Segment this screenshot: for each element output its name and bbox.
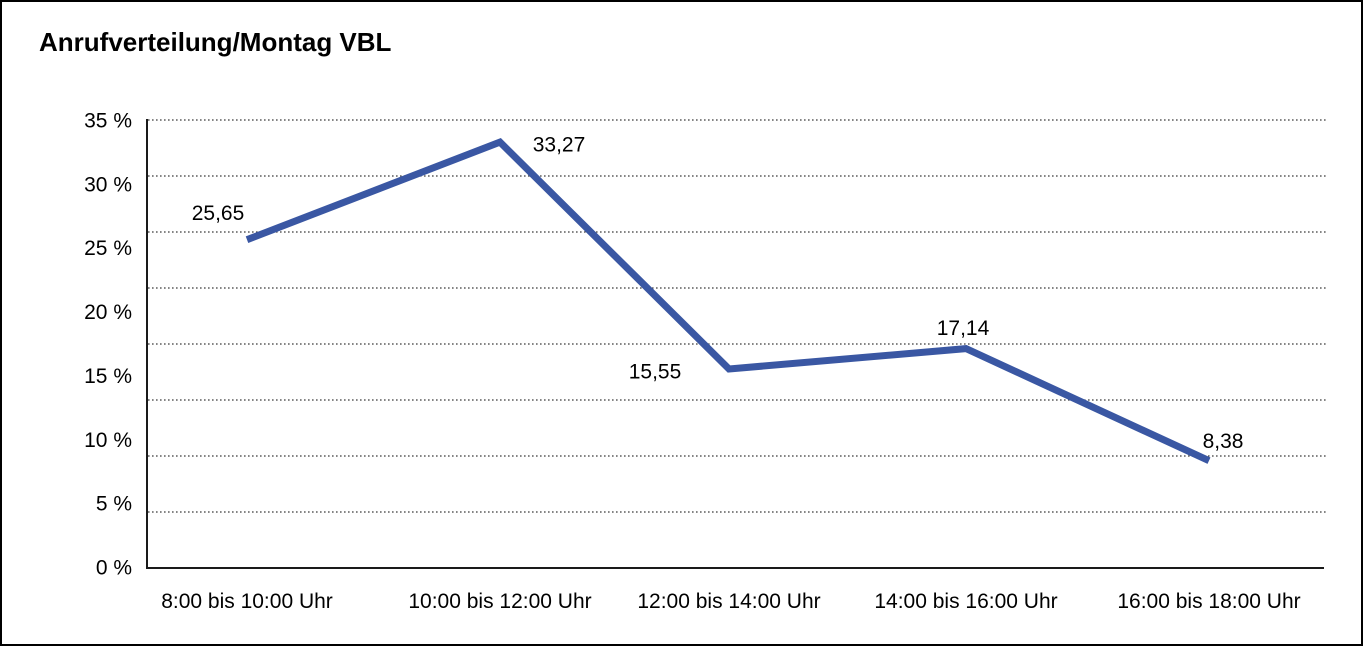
y-tick-label: 5 % [96,493,132,516]
data-point-label: 17,14 [937,317,990,340]
y-tick-label: 20 % [84,301,132,324]
x-tick-label: 10:00 bis 12:00 Uhr [408,590,591,613]
y-tick-label: 15 % [84,365,132,388]
data-point-label: 33,27 [533,134,586,157]
y-tick-label: 30 % [84,173,132,196]
series-line [245,138,1211,464]
data-point-label: 8,38 [1203,430,1244,453]
x-tick-label: 16:00 bis 18:00 Uhr [1117,590,1300,613]
chart-title: Anrufverteilung/Montag VBL [39,27,392,57]
x-tick-label: 12:00 bis 14:00 Uhr [637,590,820,613]
x-tick-label: 14:00 bis 16:00 Uhr [874,590,1057,613]
x-tick-label: 8:00 bis 10:00 Uhr [161,590,333,613]
data-point-label: 15,55 [629,360,682,383]
y-tick-label: 35 % [84,110,132,133]
y-tick-label: 25 % [84,237,132,260]
y-tick-label: 10 % [84,429,132,452]
data-point-label: 25,65 [192,202,245,225]
y-tick-label: 0 % [96,557,132,580]
